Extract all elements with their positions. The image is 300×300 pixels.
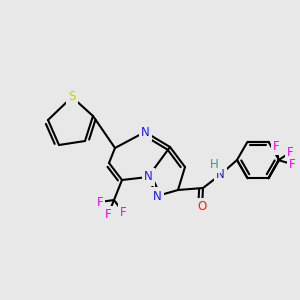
Text: F: F [287,146,294,159]
Text: H: H [210,158,218,170]
Text: N: N [216,169,224,182]
Text: N: N [153,190,161,202]
Text: F: F [105,208,111,221]
Text: N: N [144,170,152,184]
Text: O: O [197,200,207,214]
Text: F: F [273,140,280,153]
Text: F: F [120,206,126,218]
Text: F: F [289,158,296,171]
Text: N: N [141,125,149,139]
Text: F: F [97,196,103,208]
Text: S: S [68,91,76,103]
